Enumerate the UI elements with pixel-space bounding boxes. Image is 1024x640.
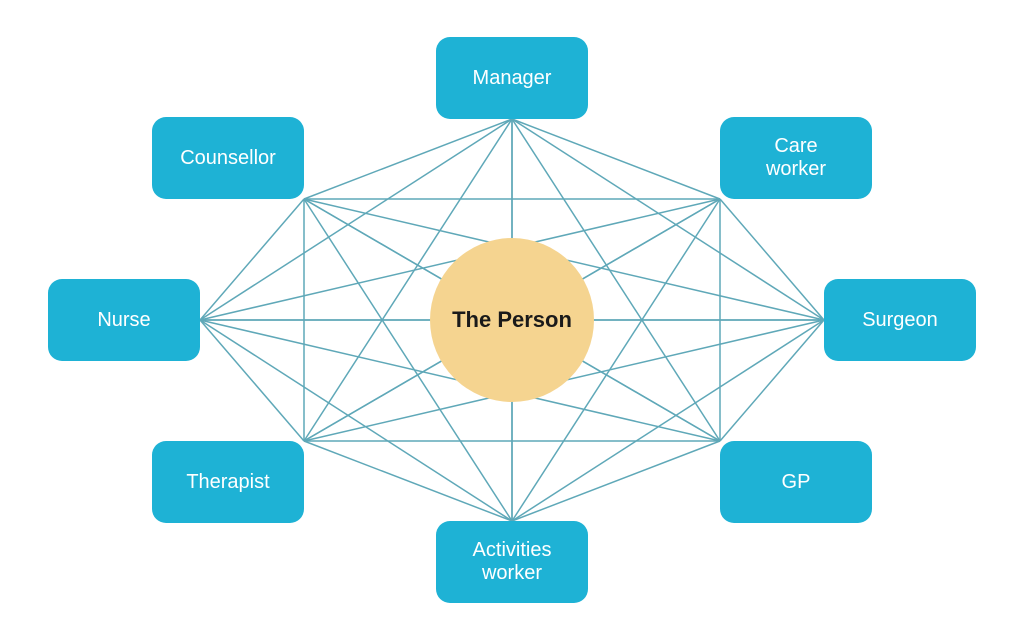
edge bbox=[200, 199, 304, 320]
role-node-label: GP bbox=[782, 471, 811, 494]
role-node-manager: Manager bbox=[436, 37, 588, 119]
role-node-counsellor: Counsellor bbox=[152, 117, 304, 199]
edge bbox=[304, 441, 512, 521]
role-node-gp: GP bbox=[720, 441, 872, 523]
center-label: The Person bbox=[452, 307, 572, 333]
role-node-nurse: Nurse bbox=[48, 279, 200, 361]
role-node-label: Therapist bbox=[186, 471, 269, 494]
role-node-label: Nurse bbox=[97, 309, 150, 332]
role-node-label: Care worker bbox=[766, 135, 826, 181]
role-node-therapist: Therapist bbox=[152, 441, 304, 523]
role-node-label: Activities worker bbox=[473, 539, 552, 585]
role-node-label: Surgeon bbox=[862, 309, 938, 332]
diagram-stage: The Person Manager Care worker Surgeon GP Ac… bbox=[0, 0, 1024, 640]
role-node-activities: Activities worker bbox=[436, 521, 588, 603]
edge bbox=[304, 119, 512, 199]
center-node: The Person bbox=[430, 238, 594, 402]
edge bbox=[720, 320, 824, 441]
role-node-careworker: Care worker bbox=[720, 117, 872, 199]
edge bbox=[512, 441, 720, 521]
role-node-label: Manager bbox=[473, 67, 552, 90]
edge bbox=[512, 119, 720, 199]
edge bbox=[200, 320, 304, 441]
role-node-label: Counsellor bbox=[180, 147, 276, 170]
role-node-surgeon: Surgeon bbox=[824, 279, 976, 361]
edge bbox=[720, 199, 824, 320]
